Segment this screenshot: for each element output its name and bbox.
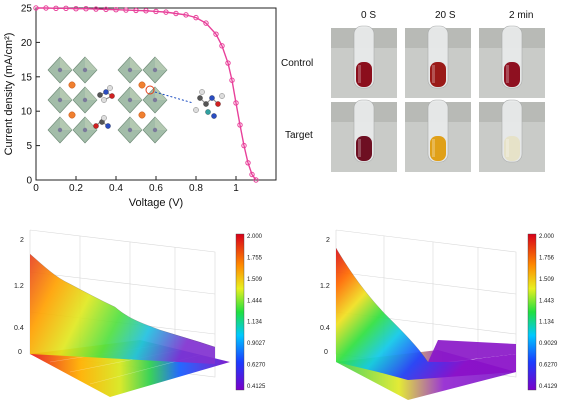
data-point (173, 10, 179, 17)
vial-photo-grid: 0 S 20 S 2 min Control Target (275, 0, 576, 200)
z-tick-0-4: 0.4 (320, 325, 330, 332)
colorbar-tick: 1.444 (247, 298, 263, 304)
colorbar-tick: 0.6270 (247, 363, 266, 369)
data-point (103, 6, 109, 13)
colorbar-tick: 0.9027 (247, 341, 266, 347)
data-point (63, 5, 69, 12)
x-tick-label: 0.4 (109, 183, 123, 194)
data-point (183, 12, 189, 18)
data-point (233, 100, 239, 106)
row-label-target: Target (285, 130, 313, 141)
surface-plot-right: 2 1.2 0.4 0 2.000 1.756 1.509 1.443 1.134 0.9… (320, 229, 558, 400)
data-point (253, 177, 259, 183)
column-label-0s: 0 S (361, 10, 377, 21)
column-label-2min: 2 min (509, 10, 534, 21)
z-tick-1-2: 1.2 (320, 283, 330, 290)
data-point (229, 77, 235, 83)
data-point (245, 160, 251, 166)
data-point (113, 7, 119, 13)
row-label-control: Control (281, 58, 314, 69)
colorbar-tick: 2.000 (539, 234, 555, 240)
colorbar-tick: 2.000 (247, 234, 263, 240)
colorbar-tick: 1.134 (247, 320, 263, 326)
jv-curve (36, 7, 257, 181)
x-tick-label: 0.2 (69, 183, 83, 194)
column-label-20s: 20 S (435, 10, 456, 21)
surface-sheet (336, 248, 516, 380)
y-tick-label: 0 (26, 176, 32, 187)
data-point (249, 171, 255, 178)
colorbar-tick: 1.134 (539, 320, 555, 326)
data-point (53, 5, 59, 12)
data-point (143, 8, 149, 14)
surface-plot-left: 2 1.2 0.4 0 2.000 1.755 1.509 1.444 1.134 0.9… (14, 229, 266, 397)
colorbar (235, 233, 245, 391)
data-point (193, 14, 199, 21)
data-point (123, 7, 129, 13)
data-point (93, 6, 99, 12)
x-tick-label: 0.8 (189, 183, 203, 194)
z-tick-1-2: 1.2 (14, 283, 24, 290)
y-tick-label: 20 (21, 38, 33, 49)
vial-photos (331, 25, 545, 172)
z-tick-0-4: 0.4 (14, 325, 24, 332)
z-tick-0: 0 (18, 349, 22, 356)
colorbar-tick: 1.509 (539, 277, 555, 283)
data-point (133, 7, 139, 14)
data-point (237, 122, 243, 128)
data-point (33, 5, 39, 11)
data-point (225, 60, 231, 66)
data-point (203, 20, 209, 26)
data-point (163, 9, 169, 15)
z-tick-2: 2 (326, 237, 330, 244)
y-tick-label: 5 (26, 141, 32, 152)
y-tick-label: 25 (21, 4, 33, 15)
x-axis-label: Voltage (V) (129, 197, 183, 209)
data-point (219, 43, 225, 49)
surface-sheet (30, 254, 215, 364)
data-point (83, 5, 89, 12)
data-point (73, 5, 79, 12)
data-point (213, 31, 219, 37)
colorbar-tick: 1.755 (247, 255, 263, 261)
colorbar-tick: 0.6270 (539, 363, 558, 369)
molecule-illustration (47, 56, 225, 144)
y-tick-label: 15 (21, 72, 33, 83)
colorbar-tick: 1.756 (539, 255, 555, 261)
colorbar (527, 233, 537, 391)
colorbar-tick: 0.4129 (539, 384, 558, 390)
x-tick-label: 1 (233, 183, 239, 194)
colorbar-tick: 1.509 (247, 277, 263, 283)
colorbar-tick: 1.443 (539, 298, 555, 304)
y-tick-label: 10 (21, 107, 33, 118)
colorbar-tick: 0.9029 (539, 341, 558, 347)
z-tick-0: 0 (324, 349, 328, 356)
colorbar-tick: 0.4125 (247, 384, 266, 390)
y-axis-label: Current density (mA/cm²) (3, 33, 15, 156)
x-tick-label: 0 (33, 183, 39, 194)
x-tick-label: 0.6 (149, 183, 163, 194)
data-point (241, 142, 247, 149)
data-point (153, 8, 159, 15)
data-point (43, 5, 49, 11)
z-tick-2: 2 (20, 237, 24, 244)
